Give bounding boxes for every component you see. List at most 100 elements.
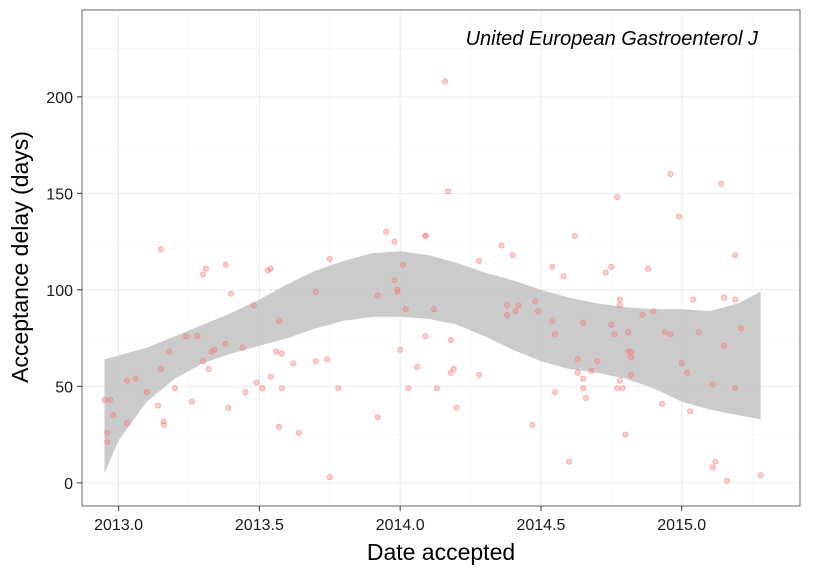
data-point: [110, 412, 117, 419]
data-point: [405, 385, 412, 392]
data-point: [323, 356, 330, 363]
data-point: [194, 333, 201, 340]
data-point: [549, 263, 556, 270]
data-point: [645, 265, 652, 272]
data-point: [442, 78, 449, 85]
data-point: [101, 396, 108, 403]
data-point: [580, 385, 587, 392]
data-point: [625, 329, 632, 336]
data-point: [422, 333, 429, 340]
data-point: [259, 385, 266, 392]
data-point: [143, 389, 150, 396]
data-point: [222, 261, 229, 268]
data-point: [566, 458, 573, 465]
data-point: [616, 296, 623, 303]
y-tick-label: 100: [46, 283, 73, 300]
data-point: [712, 458, 719, 465]
data-point: [498, 242, 505, 249]
data-point: [588, 367, 595, 374]
data-point: [574, 369, 581, 376]
data-point: [732, 252, 739, 259]
data-point: [574, 356, 581, 363]
data-point: [737, 325, 744, 332]
data-point: [552, 389, 559, 396]
data-point: [228, 290, 235, 297]
data-point: [430, 306, 437, 313]
data-point: [278, 385, 285, 392]
data-point: [335, 385, 342, 392]
data-point: [154, 402, 161, 409]
data-point: [276, 317, 283, 324]
data-point: [295, 429, 302, 436]
data-point: [253, 379, 260, 386]
data-point: [171, 385, 178, 392]
data-point: [583, 394, 590, 401]
data-point: [374, 414, 381, 421]
data-point: [628, 348, 635, 355]
data-point: [200, 271, 207, 278]
data-point: [616, 377, 623, 384]
data-point: [433, 385, 440, 392]
data-point: [124, 377, 131, 384]
data-point: [571, 232, 578, 239]
data-point: [422, 232, 429, 239]
data-point: [721, 294, 728, 301]
data-point: [608, 321, 615, 328]
data-point: [532, 298, 539, 305]
data-point: [552, 331, 559, 338]
data-point: [639, 311, 646, 318]
data-point: [678, 360, 685, 367]
x-tick-label: 2013.0: [94, 517, 143, 534]
data-point: [757, 472, 764, 479]
y-tick-label: 50: [55, 379, 73, 396]
data-point: [667, 170, 674, 177]
data-point: [475, 257, 482, 264]
data-point: [397, 346, 404, 353]
data-point: [628, 371, 635, 378]
data-point: [661, 329, 668, 336]
data-point: [580, 319, 587, 326]
data-point: [312, 288, 319, 295]
data-point: [273, 348, 280, 355]
data-point: [628, 354, 635, 361]
data-point: [394, 288, 401, 295]
y-axis-title: Acceptance delay (days): [7, 131, 33, 383]
data-point: [160, 421, 167, 428]
x-tick-label: 2013.5: [235, 517, 284, 534]
data-point: [608, 263, 615, 270]
data-point: [732, 296, 739, 303]
data-point: [290, 360, 297, 367]
data-point: [276, 423, 283, 430]
data-point: [157, 365, 164, 372]
y-axis-ticks: [77, 96, 82, 484]
data-point: [124, 419, 131, 426]
data-point: [166, 348, 173, 355]
data-point: [695, 329, 702, 336]
data-point: [267, 373, 274, 380]
data-point: [312, 358, 319, 365]
data-point: [529, 421, 536, 428]
data-point: [222, 340, 229, 347]
data-point: [444, 188, 451, 195]
data-point: [183, 333, 190, 340]
panel-border: [81, 9, 801, 507]
data-point: [659, 400, 666, 407]
data-point: [549, 317, 556, 324]
data-point: [157, 246, 164, 253]
x-tick-label: 2015.0: [657, 517, 706, 534]
data-point: [453, 404, 460, 411]
data-point: [614, 194, 621, 201]
data-point: [450, 365, 457, 372]
data-point: [515, 302, 522, 309]
data-point: [447, 336, 454, 343]
data-points: [101, 78, 764, 484]
data-point: [278, 350, 285, 357]
data-point: [619, 385, 626, 392]
data-point: [721, 342, 728, 349]
data-point: [383, 228, 390, 235]
data-point: [535, 308, 542, 315]
y-axis-tick-labels: 0 50 100 150 200: [46, 90, 73, 493]
data-point: [107, 396, 114, 403]
data-point: [512, 308, 519, 315]
